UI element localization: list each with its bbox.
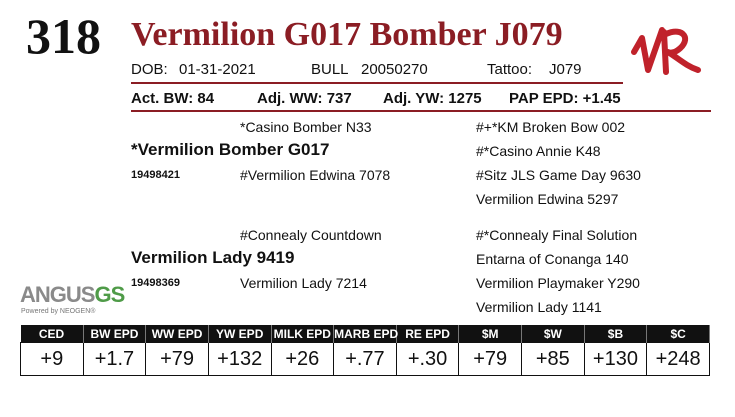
- epd-value-ced: +9: [20, 342, 84, 376]
- angus-gs-tagline: Powered by NEOGEN®: [21, 308, 96, 315]
- dam-name: Vermilion Lady 9419: [131, 248, 295, 267]
- sire-dam: #Vermilion Edwina 7078: [240, 167, 391, 183]
- epd-value-m: +79: [458, 342, 522, 376]
- dob-value: 01-31-2021: [179, 61, 256, 78]
- angus-gs-logo: ANGUSGS Powered by NEOGEN®: [20, 282, 125, 322]
- epd-header-c: $C: [646, 325, 710, 343]
- epd-header-row: CED BW EPD WW EPD YW EPD MILK EPD MARB E…: [20, 325, 710, 343]
- epd-value-marb: +.77: [333, 342, 397, 376]
- sire-sire: *Casino Bomber N33: [240, 119, 372, 135]
- epd-value-c: +248: [646, 342, 710, 376]
- epd-value-re: +.30: [395, 342, 460, 376]
- epd-header-re: RE EPD: [396, 325, 460, 343]
- epd-header-ww: WW EPD: [145, 325, 209, 343]
- registration-number: 20050270: [361, 61, 428, 78]
- tattoo-value: J079: [549, 61, 582, 78]
- sex-value: BULL: [311, 61, 349, 78]
- epd-table: CED BW EPD WW EPD YW EPD MILK EPD MARB E…: [20, 325, 710, 376]
- epd-value-b: +130: [583, 342, 648, 376]
- lot-number: 318: [26, 8, 101, 64]
- vermilion-brand-logo: [631, 27, 701, 75]
- adj-ww: Adj. WW: 737: [257, 90, 352, 107]
- epd-value-bw: +1.7: [82, 342, 147, 376]
- sire-sire-sire: #+*KM Broken Bow 002: [476, 119, 626, 135]
- dam-dam-dam: Vermilion Lady 1141: [476, 299, 602, 315]
- epd-value-yw: +132: [207, 342, 272, 376]
- act-bw: Act. BW: 84: [131, 90, 215, 107]
- epd-header-marb: MARB EPD: [333, 325, 399, 343]
- epd-header-bw: BW EPD: [83, 325, 147, 343]
- epd-header-ced: CED: [20, 325, 84, 343]
- epd-header-yw: YW EPD: [208, 325, 272, 343]
- epd-value-row: +9 +1.7 +79 +132 +26 +.77 +.30 +79 +85 +…: [20, 342, 710, 376]
- dam-sire: #Connealy Countdown: [240, 227, 382, 243]
- dam-registration: 19498369: [131, 277, 180, 289]
- dam-dam-sire: Vermilion Playmaker Y290: [476, 275, 640, 291]
- sire-registration: 19498421: [131, 169, 180, 181]
- tattoo-label: Tattoo:: [487, 61, 533, 78]
- dam-sire-sire: #*Connealy Final Solution: [476, 227, 638, 243]
- divider-rule: [131, 82, 623, 84]
- angus-gs-wordmark: ANGUSGS: [20, 282, 125, 307]
- sire-dam-dam: Vermilion Edwina 5297: [476, 191, 619, 207]
- epd-header-w: $W: [521, 325, 585, 343]
- dam-dam: Vermilion Lady 7214: [240, 275, 367, 291]
- sire-sire-dam: #*Casino Annie K48: [476, 143, 601, 159]
- epd-value-ww: +79: [145, 342, 209, 376]
- adj-yw: Adj. YW: 1275: [383, 90, 482, 107]
- pap-epd: PAP EPD: +1.45: [509, 90, 621, 107]
- animal-name: Vermilion G017 Bomber J079: [131, 16, 563, 53]
- epd-header-milk: MILK EPD: [271, 325, 335, 343]
- divider-rule: [131, 110, 711, 112]
- sire-dam-sire: #Sitz JLS Game Day 9630: [476, 167, 641, 183]
- sire-name: *Vermilion Bomber G017: [131, 140, 330, 159]
- epd-header-b: $B: [584, 325, 648, 343]
- epd-value-w: +85: [521, 342, 585, 376]
- dob-label: DOB:: [131, 61, 168, 78]
- epd-header-m: $M: [458, 325, 522, 343]
- dam-sire-dam: Entarna of Conanga 140: [476, 251, 629, 267]
- epd-value-milk: +26: [270, 342, 335, 376]
